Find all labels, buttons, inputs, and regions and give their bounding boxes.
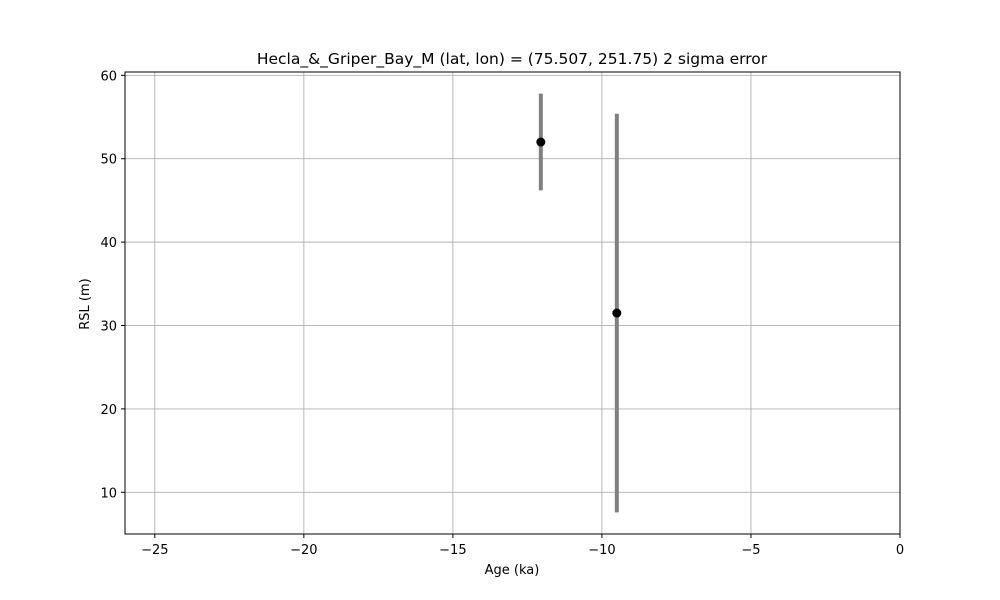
data-points (536, 137, 622, 318)
data-point (612, 308, 622, 318)
y-tick-label: 10 (100, 486, 117, 501)
y-tick-label: 60 (100, 69, 117, 84)
y-tick-label: 40 (100, 236, 117, 251)
x-tick-label: −20 (290, 543, 317, 558)
x-tick-label: 0 (896, 543, 904, 558)
plot-area-frame (124, 71, 901, 535)
x-tick-label: −15 (439, 543, 466, 558)
x-tick-label: −25 (141, 543, 168, 558)
chart-title: Hecla_&_Griper_Bay_M (lat, lon) = (75.50… (257, 50, 768, 69)
x-axis-ticks: −25 −20 −15 −10 −5 0 (141, 534, 904, 558)
y-axis-label: RSL (m) (78, 278, 93, 329)
x-tick-label: −10 (588, 543, 615, 558)
data-point (536, 137, 546, 147)
y-tick-label: 30 (100, 320, 117, 335)
y-tick-label: 50 (100, 153, 117, 168)
y-tick-label: 20 (100, 403, 117, 418)
x-tick-label: −5 (741, 543, 760, 558)
y-axis-ticks: 10 20 30 40 50 60 (100, 69, 125, 501)
x-axis-label: Age (ka) (485, 563, 540, 578)
